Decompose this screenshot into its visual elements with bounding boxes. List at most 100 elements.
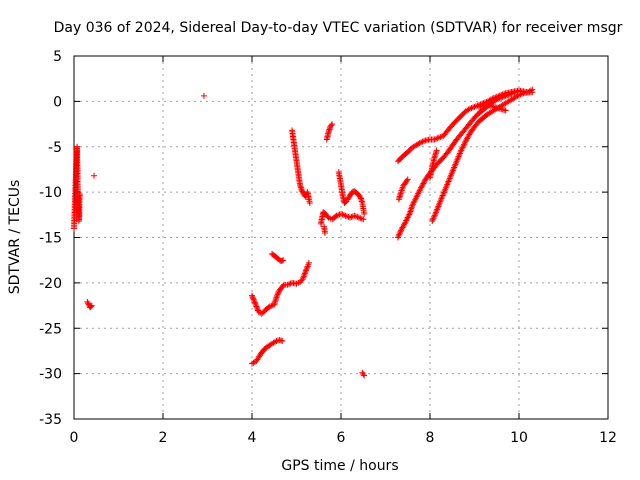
data-point bbox=[305, 259, 312, 266]
data-point bbox=[304, 264, 311, 271]
y-tick-label: -35 bbox=[39, 412, 62, 428]
data-point bbox=[275, 290, 282, 297]
data-point bbox=[354, 213, 361, 220]
data-point bbox=[361, 372, 368, 379]
data-point bbox=[396, 230, 403, 237]
data-point bbox=[303, 266, 310, 273]
data-point bbox=[252, 300, 259, 307]
data-point bbox=[518, 90, 525, 97]
data-point bbox=[91, 172, 98, 179]
y-tick-label: -10 bbox=[39, 185, 62, 201]
data-point bbox=[399, 224, 406, 231]
data-point bbox=[301, 270, 308, 277]
data-point bbox=[338, 210, 344, 217]
data-point bbox=[397, 228, 404, 235]
data-point bbox=[401, 221, 408, 228]
data-point bbox=[502, 107, 509, 114]
data-point bbox=[357, 215, 364, 222]
data-point bbox=[431, 213, 438, 220]
data-point bbox=[352, 213, 359, 220]
x-tick-label: 2 bbox=[159, 430, 168, 446]
data-point bbox=[474, 102, 481, 109]
data-point bbox=[88, 302, 95, 309]
data-point bbox=[398, 225, 405, 232]
data-point bbox=[404, 176, 411, 183]
x-axis-title: GPS time / hours bbox=[281, 458, 398, 474]
data-point bbox=[302, 267, 309, 274]
y-tick-label: -5 bbox=[48, 140, 62, 156]
data-point bbox=[253, 303, 260, 310]
data-point bbox=[358, 215, 365, 222]
grid bbox=[74, 56, 608, 419]
data-point bbox=[254, 306, 261, 313]
data-point bbox=[421, 138, 428, 145]
data-point bbox=[501, 93, 508, 100]
data-point bbox=[437, 134, 444, 141]
data-point bbox=[508, 90, 515, 97]
data-point bbox=[465, 132, 472, 139]
y-tick-label: -25 bbox=[39, 321, 62, 337]
data-point bbox=[85, 300, 92, 307]
data-point bbox=[301, 271, 308, 278]
chart-title: Day 036 of 2024, Sidereal Day-to-day VTE… bbox=[54, 20, 623, 36]
data-point bbox=[299, 276, 306, 283]
data-point bbox=[87, 303, 94, 310]
data-point bbox=[464, 135, 471, 142]
data-point bbox=[418, 184, 425, 191]
data-point bbox=[249, 293, 256, 300]
data-point bbox=[403, 177, 410, 184]
x-tick-label: 4 bbox=[248, 430, 257, 446]
data-point bbox=[351, 212, 358, 219]
data-point bbox=[400, 223, 407, 230]
data-point bbox=[302, 268, 309, 275]
data-point bbox=[419, 138, 426, 145]
data-point bbox=[502, 92, 509, 99]
data-point bbox=[300, 274, 307, 281]
data-point bbox=[510, 89, 517, 96]
data-point bbox=[268, 302, 275, 309]
data-point bbox=[306, 200, 313, 207]
y-tick-label: 5 bbox=[53, 49, 62, 65]
data-point bbox=[499, 94, 506, 101]
data-point bbox=[529, 89, 536, 96]
data-point bbox=[396, 231, 403, 238]
data-point bbox=[279, 337, 286, 344]
data-point bbox=[467, 105, 474, 112]
data-point bbox=[335, 212, 342, 219]
data-point bbox=[250, 296, 257, 303]
data-point bbox=[339, 211, 346, 218]
data-point bbox=[251, 299, 258, 306]
data-point bbox=[395, 233, 402, 240]
data-point bbox=[398, 227, 405, 234]
data-point bbox=[321, 229, 328, 236]
data-point bbox=[517, 91, 524, 98]
data-point bbox=[420, 180, 427, 187]
y-axis-title: SDTVAR / TECUs bbox=[7, 180, 23, 295]
data-point bbox=[346, 214, 353, 221]
data-point bbox=[504, 92, 511, 99]
data-point bbox=[274, 291, 281, 298]
x-tick-label: 12 bbox=[599, 430, 617, 446]
y-tick-label: -15 bbox=[39, 231, 62, 247]
data-point bbox=[328, 122, 335, 129]
data-point bbox=[505, 91, 512, 98]
data-point bbox=[431, 212, 438, 219]
data-point bbox=[419, 181, 426, 188]
data-point bbox=[470, 104, 477, 111]
data-point bbox=[401, 220, 408, 227]
data-point bbox=[84, 298, 91, 305]
data-point bbox=[421, 179, 428, 186]
data-point bbox=[342, 212, 349, 219]
data-point bbox=[280, 257, 287, 264]
data-point bbox=[355, 214, 362, 221]
x-tick-label: 6 bbox=[337, 430, 346, 446]
data-point bbox=[343, 213, 350, 220]
data-point bbox=[249, 292, 255, 299]
data-point bbox=[418, 139, 425, 146]
data-point bbox=[329, 121, 336, 128]
data-point bbox=[463, 136, 470, 143]
data-point bbox=[286, 281, 293, 288]
x-tick-label: 10 bbox=[510, 430, 528, 446]
data-point bbox=[429, 218, 436, 225]
